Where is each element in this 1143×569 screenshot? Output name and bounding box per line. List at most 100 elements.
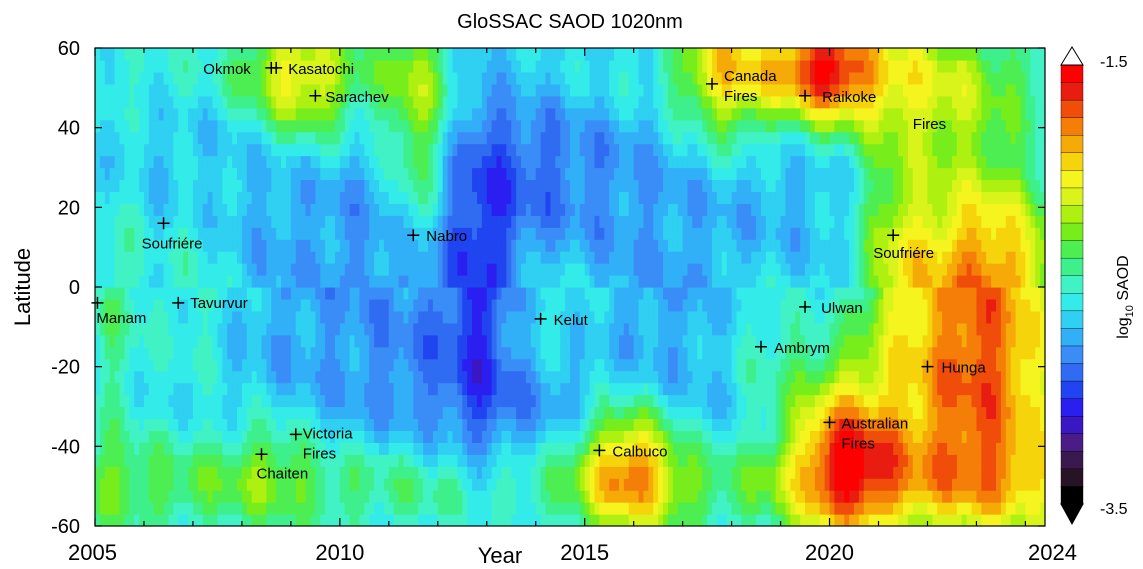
- heatmap-cell: [403, 334, 410, 348]
- heatmap-cell: [325, 418, 331, 431]
- heatmap-cell: [241, 263, 248, 276]
- heatmap-cell: [134, 251, 140, 264]
- heatmap-cell: [334, 322, 341, 336]
- heatmap-cell: [271, 310, 277, 324]
- heatmap-cell: [143, 370, 150, 384]
- heatmap-cell: [667, 490, 674, 503]
- heatmap-cell: [599, 310, 605, 324]
- heatmap-cell: [383, 263, 390, 276]
- heatmap-cell: [173, 334, 179, 348]
- heatmap-cell: [525, 394, 532, 408]
- heatmap-cell: [119, 263, 125, 276]
- heatmap-cell: [192, 107, 199, 121]
- heatmap-cell: [545, 394, 552, 408]
- heatmap-cell: [334, 442, 341, 455]
- heatmap-cell: [246, 59, 253, 73]
- heatmap-cell: [702, 478, 708, 491]
- heatmap-cell: [403, 370, 410, 384]
- heatmap-cell: [614, 287, 620, 300]
- heatmap-cell: [672, 251, 679, 264]
- heatmap-cell: [109, 310, 116, 324]
- heatmap-cell: [555, 382, 561, 396]
- heatmap-cell: [369, 71, 375, 85]
- heatmap-cell: [354, 322, 361, 336]
- heatmap-cell: [188, 334, 194, 348]
- heatmap-cell: [648, 239, 654, 252]
- heatmap-cell: [349, 239, 356, 252]
- heatmap-cell: [584, 48, 591, 61]
- heatmap-cell: [584, 59, 591, 73]
- heatmap-cell: [222, 298, 228, 312]
- heatmap-cell: [188, 227, 194, 240]
- heatmap-cell: [222, 263, 228, 276]
- heatmap-cell: [237, 490, 243, 503]
- heatmap-cell: [687, 514, 694, 526]
- heatmap-cell: [119, 514, 125, 526]
- heatmap-cell: [516, 191, 522, 204]
- heatmap-cell: [643, 251, 649, 264]
- heatmap-cell: [379, 59, 385, 73]
- heatmap-cell: [320, 215, 326, 228]
- heatmap-cell: [408, 191, 414, 204]
- heatmap-cell: [256, 59, 263, 73]
- heatmap-cell: [506, 95, 512, 109]
- heatmap-cell: [114, 514, 121, 526]
- heatmap-cell: [525, 119, 532, 133]
- heatmap-cell: [589, 107, 596, 121]
- heatmap-cell: [256, 358, 263, 372]
- heatmap-cell: [447, 406, 454, 420]
- heatmap-cell: [628, 442, 635, 455]
- heatmap-cell: [139, 346, 145, 360]
- heatmap-cell: [310, 239, 316, 252]
- heatmap-cell: [183, 83, 189, 97]
- heatmap-cell: [550, 466, 556, 479]
- heatmap-cell: [393, 322, 400, 336]
- heatmap-cell: [305, 95, 312, 109]
- heatmap-cell: [525, 298, 532, 312]
- heatmap-cell: [379, 454, 385, 467]
- heatmap-cell: [427, 478, 434, 491]
- heatmap-cell: [139, 48, 145, 61]
- heatmap-cell: [609, 143, 615, 157]
- heatmap-cell: [281, 454, 287, 467]
- heatmap-cell: [501, 406, 507, 420]
- heatmap-cell: [457, 287, 463, 300]
- heatmap-cell: [628, 406, 635, 420]
- heatmap-cell: [241, 179, 248, 192]
- heatmap-cell: [271, 48, 277, 61]
- heatmap-cell: [521, 514, 527, 526]
- heatmap-cell: [310, 275, 316, 288]
- heatmap-cell: [134, 143, 140, 157]
- heatmap-cell: [217, 131, 223, 145]
- heatmap-cell: [486, 514, 493, 526]
- heatmap-cell: [354, 478, 361, 491]
- heatmap-cell: [506, 239, 512, 252]
- heatmap-cell: [408, 334, 414, 348]
- heatmap-cell: [437, 502, 444, 515]
- heatmap-cell: [648, 466, 654, 479]
- heatmap-cell: [638, 191, 645, 204]
- heatmap-cell: [256, 394, 263, 408]
- heatmap-cell: [183, 442, 189, 455]
- heatmap-cell: [658, 334, 664, 348]
- heatmap-cell: [271, 514, 277, 526]
- heatmap-cell: [472, 203, 478, 216]
- heatmap-cell: [104, 275, 111, 288]
- heatmap-cell: [369, 59, 375, 73]
- heatmap-cell: [143, 418, 150, 431]
- heatmap-cell: [222, 358, 228, 372]
- heatmap-cell: [530, 490, 537, 503]
- heatmap-cell: [315, 287, 321, 300]
- heatmap-cell: [476, 131, 483, 145]
- heatmap-cell: [682, 107, 689, 121]
- heatmap-cell: [623, 382, 630, 396]
- heatmap-cell: [643, 59, 649, 73]
- heatmap-cell: [663, 95, 669, 109]
- heatmap-cell: [653, 227, 659, 240]
- heatmap-cell: [506, 298, 512, 312]
- heatmap-cell: [486, 346, 493, 360]
- heatmap-cell: [628, 203, 635, 216]
- heatmap-cell: [148, 358, 155, 372]
- heatmap-cell: [638, 251, 645, 264]
- heatmap-cell: [217, 251, 223, 264]
